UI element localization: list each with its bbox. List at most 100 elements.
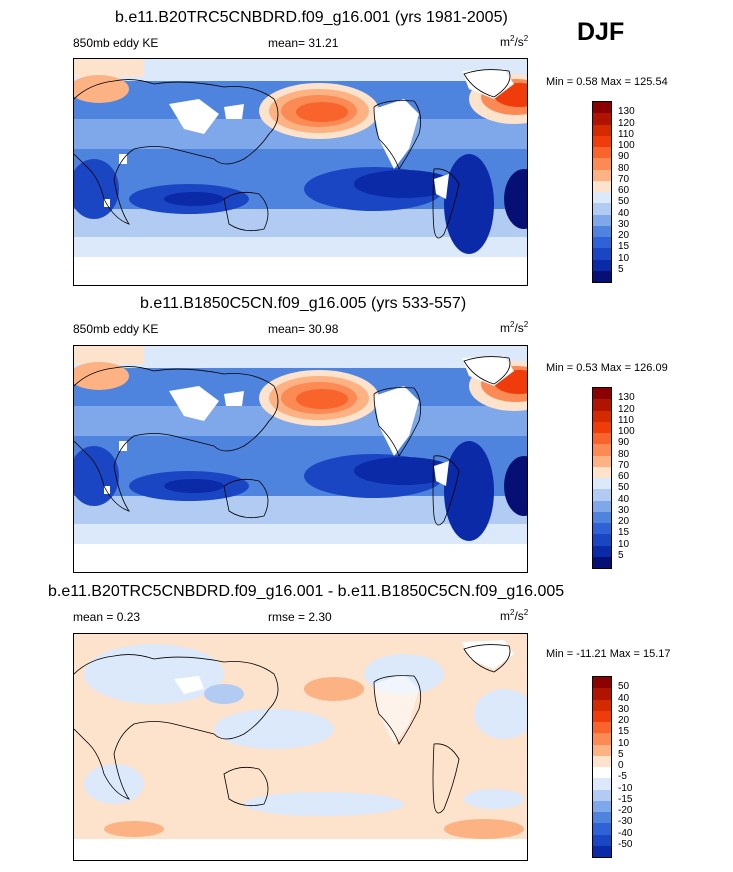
colorbar-swatch [593,523,611,535]
colorbar-tick-label: 60 [618,471,630,482]
colorbar-tick-label: -50 [618,838,633,850]
colorbar-swatch [593,466,611,478]
panel2-minmax: Min = 0.53 Max = 126.09 [546,362,668,374]
panel2-mean-label: mean= 30.98 [268,322,339,336]
colorbar-swatch [593,124,611,136]
panel3-map [73,633,528,861]
colorbar-tick-label: 20 [618,516,630,527]
colorbar-swatch [593,225,611,237]
colorbar-swatch [593,677,611,689]
colorbar-tick-label: 80 [618,448,630,460]
colorbar-tick-label: 90 [618,151,630,163]
panel1-minmax: Min = 0.58 Max = 125.54 [546,76,668,88]
colorbar-swatch [593,778,611,790]
panel2-map [73,345,528,573]
colorbar-swatch [593,388,611,400]
colorbar-swatch [593,789,611,801]
colorbar-swatch [593,733,611,745]
panel1-mean-label: mean= 31.21 [268,36,339,50]
colorbar-swatch [593,722,611,734]
colorbar-swatch [593,102,611,114]
colorbar-swatch [593,710,611,722]
colorbar-tick-label: 70 [618,459,630,471]
colorbar-tick-label: 20 [618,230,630,241]
colorbar-swatch [593,800,611,812]
colorbar-tick-label: 50 [618,681,630,693]
colorbar-swatch [593,767,611,779]
panel2-units: m2/s2 [500,320,529,335]
colorbar-tick-label: 120 [618,403,635,415]
colorbar-swatch [593,744,611,756]
panel3-rmse-label: rmse = 2.30 [268,610,332,624]
colorbar-tick-label: 120 [618,117,635,129]
panel1-left-label: 850mb eddy KE [73,36,159,50]
colorbar-tick-label: 130 [618,392,635,404]
panel2-colorbar [592,387,612,569]
panel3-colorbar [592,676,612,858]
colorbar-swatch [593,214,611,226]
colorbar-swatch [593,237,611,249]
colorbar-swatch [593,248,611,260]
colorbar-swatch [593,511,611,523]
panel1-units: m2/s2 [500,34,529,49]
colorbar-swatch [593,545,611,557]
colorbar-tick-label: 10 [618,252,630,264]
colorbar-tick-label: 90 [618,437,630,449]
colorbar-swatch [593,845,611,857]
colorbar-tick-label: 60 [618,185,630,196]
colorbar-tick-label: 5 [618,748,624,760]
colorbar-swatch [593,556,611,568]
panel1-title: b.e11.B20TRC5CNBDRD.f09_g16.001 (yrs 198… [115,9,508,26]
colorbar-swatch [593,421,611,433]
colorbar-swatch [593,433,611,445]
colorbar-tick-label: 5 [618,263,624,275]
colorbar-tick-label: 20 [618,715,630,726]
colorbar-swatch [593,812,611,824]
panel3-units: m2/s2 [500,608,529,623]
colorbar-swatch [593,180,611,192]
colorbar-swatch [593,259,611,271]
colorbar-tick-label: 110 [618,414,634,426]
colorbar-tick-label: -5 [618,771,627,783]
colorbar-tick-label: 15 [618,726,630,738]
colorbar-tick-label: 110 [618,128,634,140]
panel1-colorbar [592,101,612,283]
colorbar-tick-label: -10 [618,782,633,794]
colorbar-swatch [593,455,611,467]
colorbar-swatch [593,113,611,125]
colorbar-tick-label: 10 [618,737,630,749]
colorbar-tick-label: 30 [618,504,630,516]
colorbar-swatch [593,699,611,711]
colorbar-swatch [593,192,611,204]
colorbar-swatch [593,399,611,411]
colorbar-swatch [593,489,611,501]
colorbar-swatch [593,500,611,512]
colorbar-tick-label: 130 [618,106,635,118]
colorbar-tick-label: 100 [618,426,635,437]
panel2-left-label: 850mb eddy KE [73,322,159,336]
colorbar-swatch [593,410,611,422]
colorbar-swatch [593,688,611,700]
colorbar-tick-label: 15 [618,527,630,539]
colorbar-tick-label: -40 [618,827,633,839]
colorbar-swatch [593,834,611,846]
colorbar-tick-label: 5 [618,549,624,561]
colorbar-tick-label: 50 [618,196,630,208]
colorbar-swatch [593,135,611,147]
colorbar-tick-label: -15 [618,793,633,805]
panel3-mean-label: mean = 0.23 [73,610,141,624]
colorbar-tick-label: -30 [618,816,633,828]
colorbar-swatch [593,147,611,159]
colorbar-tick-label: -20 [618,805,633,816]
colorbar-tick-label: 15 [618,241,630,253]
panel2-title: b.e11.B1850C5CN.f09_g16.005 (yrs 533-557… [140,295,467,312]
colorbar-swatch [593,823,611,835]
colorbar-swatch [593,270,611,282]
season-label: DJF [577,18,625,46]
colorbar-swatch [593,444,611,456]
colorbar-tick-label: 100 [618,140,635,151]
colorbar-swatch [593,203,611,215]
colorbar-tick-label: 50 [618,482,630,494]
colorbar-swatch [593,478,611,490]
colorbar-tick-label: 10 [618,538,630,550]
